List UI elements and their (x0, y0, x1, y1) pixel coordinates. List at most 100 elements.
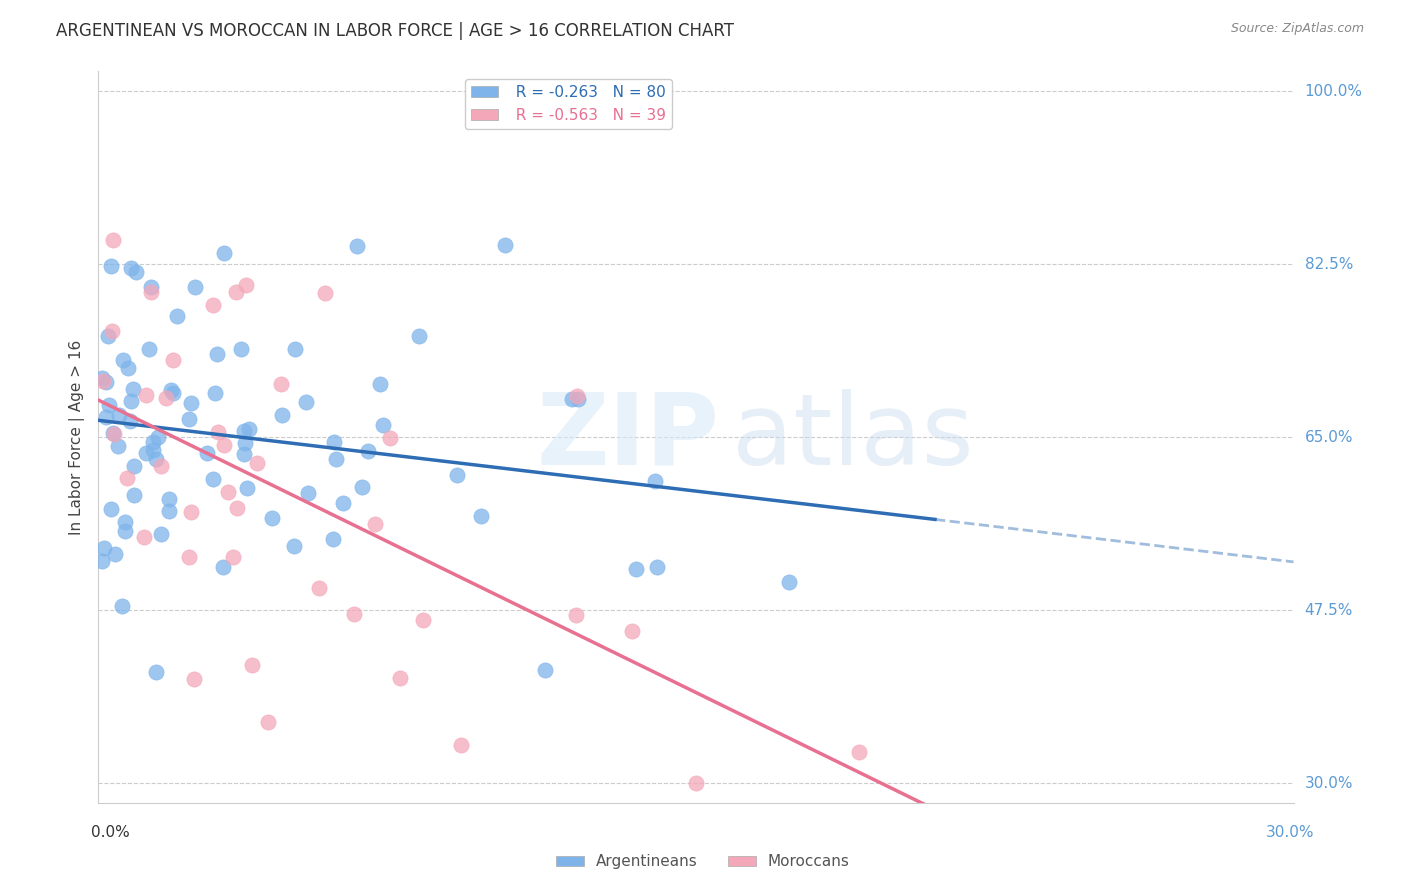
Point (135, 446, 157, 460)
Point (103, 233, 125, 247)
Point (107, 439, 129, 453)
Point (323, 435, 346, 450)
Y-axis label: In Labor Force | Age > 16: In Labor Force | Age > 16 (69, 340, 84, 534)
Text: 65.0%: 65.0% (1305, 430, 1353, 444)
Point (848, 745, 870, 759)
Point (260, 510, 283, 524)
Point (162, 352, 184, 367)
Point (232, 447, 254, 461)
Point (242, 658, 264, 673)
Text: ZIP: ZIP (537, 389, 720, 485)
Point (108, 408, 131, 422)
Point (93, 374, 115, 388)
Point (139, 280, 162, 294)
Point (308, 581, 330, 595)
Text: atlas: atlas (733, 389, 973, 485)
Point (157, 503, 180, 517)
Point (271, 408, 294, 422)
Text: 82.5%: 82.5% (1305, 257, 1353, 271)
Point (98, 398, 121, 412)
Point (177, 412, 200, 426)
Point (368, 376, 391, 391)
Point (446, 467, 468, 482)
Text: 47.5%: 47.5% (1305, 603, 1353, 617)
Text: 0.0%: 0.0% (91, 825, 131, 840)
Point (412, 613, 434, 627)
Point (195, 446, 218, 460)
Point (111, 353, 134, 368)
Point (212, 559, 235, 574)
Point (91, 554, 114, 568)
Point (202, 298, 225, 312)
Legend: Argentineans, Moroccans: Argentineans, Moroccans (550, 848, 856, 875)
Point (685, 776, 707, 790)
Point (142, 442, 165, 457)
Point (214, 246, 236, 260)
Point (179, 549, 201, 564)
Point (565, 389, 588, 403)
Point (388, 671, 411, 685)
Point (184, 280, 207, 294)
Point (94, 409, 117, 424)
Point (357, 443, 380, 458)
Point (350, 480, 373, 494)
Point (494, 238, 516, 252)
Point (139, 285, 162, 300)
Point (162, 386, 184, 401)
Point (225, 285, 247, 299)
Point (283, 539, 305, 553)
Point (256, 714, 278, 729)
Point (97, 329, 120, 343)
Point (132, 530, 155, 544)
Point (202, 472, 225, 486)
Point (145, 452, 167, 467)
Point (231, 342, 253, 356)
Point (297, 486, 319, 500)
Point (149, 458, 172, 473)
Point (226, 501, 249, 516)
Point (103, 425, 125, 440)
Point (364, 516, 387, 531)
Point (91, 371, 114, 385)
Point (94, 375, 117, 389)
Point (122, 458, 145, 473)
Point (207, 425, 229, 439)
Point (561, 392, 583, 406)
Point (212, 438, 235, 452)
Point (157, 491, 180, 506)
Point (120, 393, 142, 408)
Point (155, 391, 177, 405)
Point (115, 471, 138, 485)
Point (233, 436, 256, 450)
Point (135, 387, 157, 401)
Point (236, 481, 259, 495)
Point (332, 495, 354, 509)
Point (150, 527, 173, 541)
Point (371, 418, 394, 433)
Point (325, 452, 347, 467)
Point (166, 310, 188, 324)
Text: ARGENTINEAN VS MOROCCAN IN LABOR FORCE | AGE > 16 CORRELATION CHART: ARGENTINEAN VS MOROCCAN IN LABOR FORCE |… (56, 22, 734, 40)
Point (270, 376, 292, 391)
Point (645, 560, 668, 574)
Point (346, 239, 368, 253)
Text: 30.0%: 30.0% (1267, 825, 1315, 840)
Point (620, 624, 643, 639)
Legend:   R = -0.263   N = 80,   R = -0.563   N = 39: R = -0.263 N = 80, R = -0.563 N = 39 (464, 79, 672, 128)
Point (232, 424, 254, 438)
Point (103, 427, 125, 442)
Point (565, 608, 588, 623)
Point (101, 324, 124, 338)
Point (125, 265, 148, 279)
Point (138, 342, 160, 356)
Point (778, 574, 800, 589)
Point (343, 607, 366, 621)
Point (93, 541, 115, 555)
Point (122, 382, 145, 396)
Text: Source: ZipAtlas.com: Source: ZipAtlas.com (1230, 22, 1364, 36)
Point (104, 548, 127, 562)
Point (314, 285, 336, 300)
Point (235, 278, 257, 293)
Point (322, 532, 344, 546)
Point (183, 672, 205, 686)
